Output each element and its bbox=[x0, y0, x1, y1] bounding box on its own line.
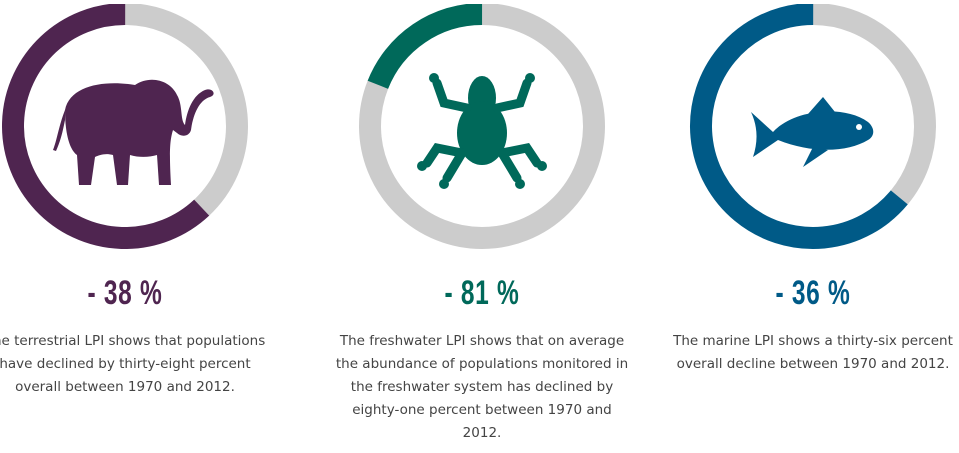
terrestrial-donut bbox=[2, 4, 248, 249]
freshwater-description: The freshwater LPI shows that on average… bbox=[335, 333, 629, 441]
elephant-icon bbox=[53, 79, 214, 185]
remaining-arc bbox=[2, 4, 248, 249]
marine-description: The marine LPI shows a thirty-six percen… bbox=[673, 333, 953, 372]
frog-icon bbox=[417, 73, 547, 189]
marine-donut bbox=[690, 4, 936, 249]
remaining-arc bbox=[359, 4, 605, 249]
terrestrial-description: The terrestrial LPI shows that populatio… bbox=[0, 333, 266, 395]
marine-value: - 36 % bbox=[775, 274, 851, 312]
terrestrial-value: - 38 % bbox=[87, 274, 163, 312]
freshwater-value: - 81 % bbox=[444, 274, 520, 312]
fish-icon bbox=[751, 97, 874, 167]
freshwater-donut bbox=[359, 4, 605, 249]
